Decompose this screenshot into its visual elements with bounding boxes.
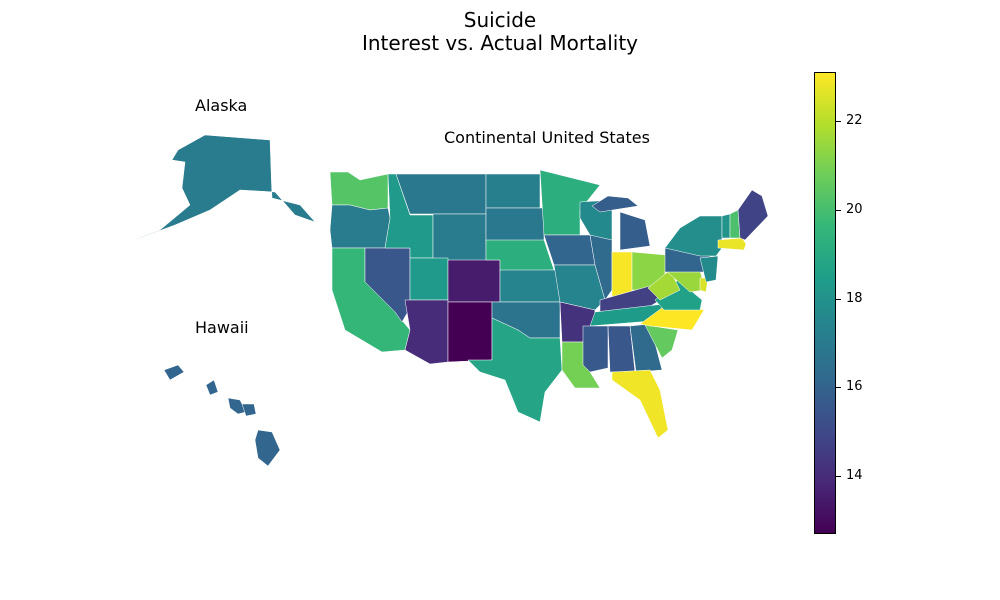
state-sd: [485, 207, 545, 245]
state-sc: [644, 324, 679, 359]
state-ak: [127, 134, 316, 243]
state-fl: [611, 369, 669, 439]
state-il: [589, 234, 613, 301]
state-wa: [329, 171, 389, 211]
state-ia: [543, 234, 596, 266]
chart-title: Suicide: [463, 8, 537, 32]
state-hi: [241, 403, 257, 417]
colorbar-tick: [836, 387, 841, 389]
state-mt: [395, 173, 487, 215]
state-me: [737, 189, 769, 241]
state-ms: [582, 325, 609, 373]
state-nm: [447, 301, 493, 363]
state-ut: [409, 257, 449, 301]
colorbar-tick: [836, 209, 841, 211]
state-hi: [254, 429, 281, 467]
state-az: [404, 299, 449, 365]
state-wy: [432, 213, 487, 263]
state-or: [329, 204, 391, 249]
state-nj: [699, 255, 719, 283]
colorbar: [814, 72, 836, 534]
state-nd: [485, 173, 541, 209]
hawaii-label: Hawaii: [195, 318, 249, 337]
colorbar-tick-label: 14: [846, 468, 863, 484]
colorbar-tick-label: 22: [846, 112, 863, 128]
state-mn: [539, 169, 601, 236]
state-tx: [467, 317, 563, 423]
alaska-label: Alaska: [195, 96, 248, 115]
colorbar-tick: [836, 298, 841, 300]
state-hi: [227, 397, 247, 415]
state-hi: [163, 364, 185, 381]
state-ny: [664, 215, 723, 257]
state-ks: [499, 269, 561, 303]
state-co: [447, 259, 501, 303]
state-wv: [647, 269, 681, 301]
colorbar-tick: [836, 476, 841, 478]
colorbar-tick-label: 18: [846, 290, 863, 306]
state-ma: [717, 237, 747, 251]
chart-subtitle: Interest vs. Actual Mortality: [361, 31, 638, 55]
colorbar-tick-label: 20: [846, 201, 863, 217]
colorbar-tick-label: 16: [846, 379, 863, 395]
state-hi: [205, 379, 219, 396]
continental-label: Continental United States: [444, 128, 650, 147]
state-mi: [619, 211, 651, 251]
colorbar-tick: [836, 120, 841, 122]
state-mi: [591, 195, 639, 213]
state-vt: [721, 213, 731, 239]
